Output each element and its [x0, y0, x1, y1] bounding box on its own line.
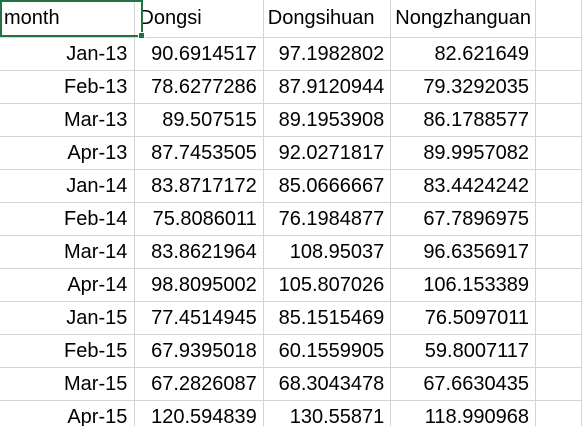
- value-cell[interactable]: 92.0271817: [263, 136, 392, 170]
- empty-cell[interactable]: [535, 103, 582, 137]
- value-cell[interactable]: 59.8007117: [390, 334, 536, 368]
- table-row: Apr-15 120.594839 130.55871 118.990968: [0, 400, 582, 426]
- value-cell[interactable]: 75.8086011: [134, 202, 264, 236]
- month-cell[interactable]: Jan-14: [0, 169, 136, 203]
- table-row: Apr-14 98.8095002 105.807026 106.153389: [0, 268, 582, 302]
- value-cell[interactable]: 85.1515469: [263, 301, 392, 335]
- empty-cell[interactable]: [535, 202, 582, 236]
- value-cell[interactable]: 85.0666667: [263, 169, 392, 203]
- header-cell-month[interactable]: month: [0, 0, 136, 38]
- table-row: Feb-15 67.9395018 60.1559905 59.8007117: [0, 334, 582, 368]
- month-cell[interactable]: Feb-14: [0, 202, 136, 236]
- empty-cell[interactable]: [535, 334, 582, 368]
- value-cell[interactable]: 83.8717172: [134, 169, 264, 203]
- value-cell[interactable]: 83.4424242: [390, 169, 536, 203]
- value-cell[interactable]: 106.153389: [390, 268, 536, 302]
- table-row: Feb-13 78.6277286 87.9120944 79.3292035: [0, 70, 582, 104]
- header-cell-dongsi[interactable]: Dongsi: [134, 0, 264, 38]
- value-cell[interactable]: 130.55871: [263, 400, 392, 426]
- month-cell[interactable]: Mar-13: [0, 103, 136, 137]
- empty-cell[interactable]: [535, 235, 582, 269]
- table-row: Mar-13 89.507515 89.1953908 86.1788577: [0, 103, 582, 137]
- month-cell[interactable]: Mar-14: [0, 235, 136, 269]
- value-cell[interactable]: 120.594839: [134, 400, 264, 426]
- month-cell[interactable]: Feb-15: [0, 334, 136, 368]
- empty-cell[interactable]: [535, 268, 582, 302]
- value-cell[interactable]: 118.990968: [390, 400, 536, 426]
- value-cell[interactable]: 60.1559905: [263, 334, 392, 368]
- month-cell[interactable]: Apr-14: [0, 268, 136, 302]
- value-cell[interactable]: 89.9957082: [390, 136, 536, 170]
- value-cell[interactable]: 89.507515: [134, 103, 264, 137]
- value-cell[interactable]: 79.3292035: [390, 70, 536, 104]
- table-row: Mar-14 83.8621964 108.95037 96.6356917: [0, 235, 582, 269]
- value-cell[interactable]: 89.1953908: [263, 103, 392, 137]
- value-cell[interactable]: 86.1788577: [390, 103, 536, 137]
- empty-cell[interactable]: [535, 37, 582, 71]
- value-cell[interactable]: 82.621649: [390, 37, 536, 71]
- table-row: Feb-14 75.8086011 76.1984877 67.7896975: [0, 202, 582, 236]
- empty-cell[interactable]: [535, 169, 582, 203]
- value-cell[interactable]: 67.6630435: [390, 367, 536, 401]
- header-row: month Dongsi Dongsihuan Nongzhanguan: [0, 0, 582, 38]
- month-cell[interactable]: Apr-15: [0, 400, 136, 426]
- value-cell[interactable]: 67.9395018: [134, 334, 264, 368]
- month-cell[interactable]: Feb-13: [0, 70, 136, 104]
- value-cell[interactable]: 87.9120944: [263, 70, 392, 104]
- empty-cell[interactable]: [535, 0, 582, 38]
- table-row: Mar-15 67.2826087 68.3043478 67.6630435: [0, 367, 582, 401]
- value-cell[interactable]: 68.3043478: [263, 367, 392, 401]
- header-cell-nongzhanguan[interactable]: Nongzhanguan: [390, 0, 536, 38]
- value-cell[interactable]: 105.807026: [263, 268, 392, 302]
- empty-cell[interactable]: [535, 70, 582, 104]
- value-cell[interactable]: 67.2826087: [134, 367, 264, 401]
- table-row: Jan-13 90.6914517 97.1982802 82.621649: [0, 37, 582, 71]
- table-row: Jan-15 77.4514945 85.1515469 76.5097011: [0, 301, 582, 335]
- value-cell[interactable]: 76.5097011: [390, 301, 536, 335]
- month-cell[interactable]: Jan-15: [0, 301, 136, 335]
- value-cell[interactable]: 96.6356917: [390, 235, 536, 269]
- empty-cell[interactable]: [535, 400, 582, 426]
- value-cell[interactable]: 90.6914517: [134, 37, 264, 71]
- month-cell[interactable]: Mar-15: [0, 367, 136, 401]
- value-cell[interactable]: 76.1984877: [263, 202, 392, 236]
- value-cell[interactable]: 98.8095002: [134, 268, 264, 302]
- value-cell[interactable]: 77.4514945: [134, 301, 264, 335]
- month-cell[interactable]: Jan-13: [0, 37, 136, 71]
- fill-handle[interactable]: [138, 32, 145, 39]
- header-cell-dongsihuan[interactable]: Dongsihuan: [263, 0, 392, 38]
- value-cell[interactable]: 67.7896975: [390, 202, 536, 236]
- value-cell[interactable]: 97.1982802: [263, 37, 392, 71]
- table-row: Apr-13 87.7453505 92.0271817 89.9957082: [0, 136, 582, 170]
- value-cell[interactable]: 87.7453505: [134, 136, 264, 170]
- value-cell[interactable]: 78.6277286: [134, 70, 264, 104]
- empty-cell[interactable]: [535, 136, 582, 170]
- empty-cell[interactable]: [535, 367, 582, 401]
- empty-cell[interactable]: [535, 301, 582, 335]
- value-cell[interactable]: 83.8621964: [134, 235, 264, 269]
- month-cell[interactable]: Apr-13: [0, 136, 136, 170]
- value-cell[interactable]: 108.95037: [263, 235, 392, 269]
- table-row: Jan-14 83.8717172 85.0666667 83.4424242: [0, 169, 582, 203]
